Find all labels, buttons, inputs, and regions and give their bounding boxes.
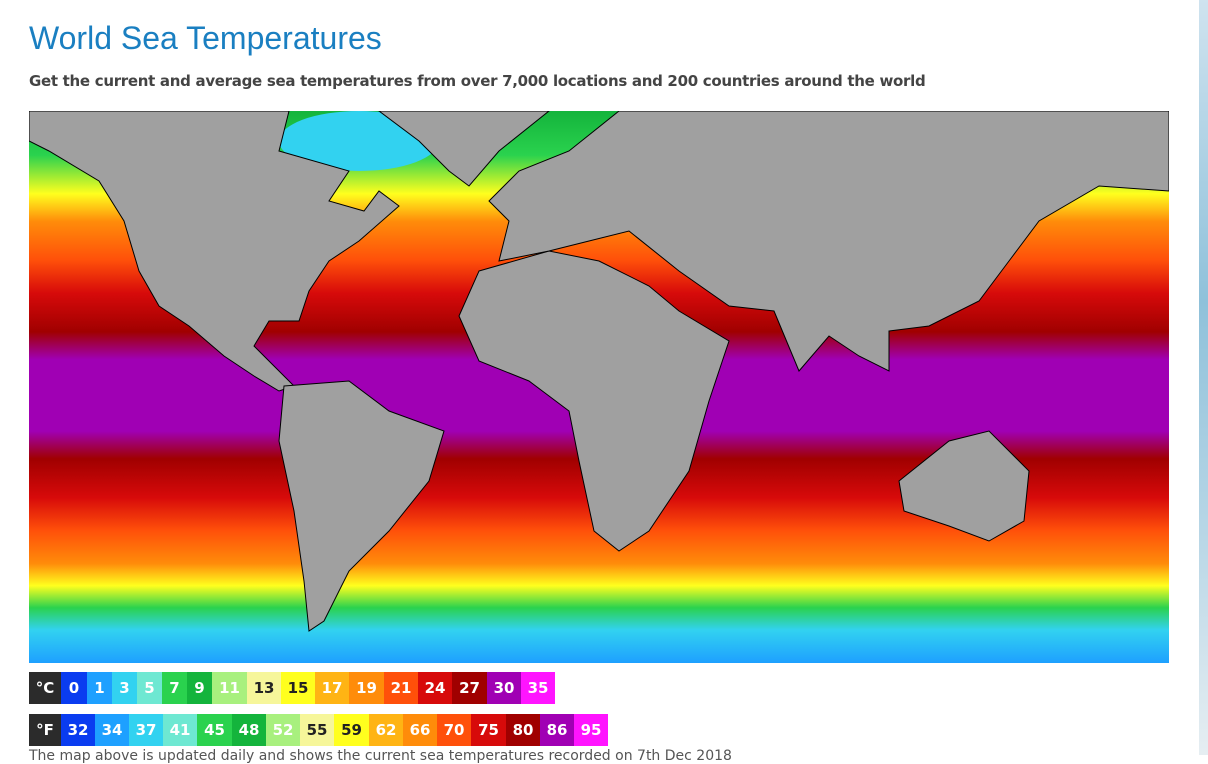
side-image (1199, 0, 1208, 755)
legend-cell: 9 (187, 672, 212, 704)
legend-cell: 13 (247, 672, 281, 704)
legend-cell: 27 (452, 672, 487, 704)
sea-temperature-map (29, 111, 1169, 663)
page-subtitle: Get the current and average sea temperat… (29, 72, 926, 90)
legend-cell: 15 (281, 672, 315, 704)
legend-cell: 5 (137, 672, 162, 704)
page-title: World Sea Temperatures (29, 20, 382, 56)
footnote: The map above is updated daily and shows… (29, 748, 732, 764)
legend-cell: 41 (163, 714, 197, 746)
eurasia (488, 111, 1169, 372)
legend-cell: 86 (540, 714, 574, 746)
africa (458, 250, 730, 552)
legend-cell: 37 (129, 714, 163, 746)
legend-cell: 55 (300, 714, 334, 746)
greenland (378, 111, 550, 187)
legend-cell: 80 (506, 714, 540, 746)
legend-unit: °F (29, 714, 61, 746)
legend-cell: 30 (487, 672, 521, 704)
legend-cell: 3 (112, 672, 137, 704)
legend-cell: 95 (574, 714, 608, 746)
legend-cell: 62 (369, 714, 403, 746)
legend-cell: 59 (334, 714, 369, 746)
legend-cell: 21 (384, 672, 418, 704)
legend-cell: 19 (349, 672, 384, 704)
legend-celsius: °C 0 1 3 5 7 9 11 13 15 17 19 21 24 27 30 35 (29, 672, 555, 704)
legend-cell: 17 (315, 672, 349, 704)
legend-cell: 70 (437, 714, 471, 746)
legend-cell: 52 (266, 714, 300, 746)
australia (898, 430, 1030, 542)
legend-cell: 35 (521, 672, 555, 704)
legend-cell: 66 (403, 714, 437, 746)
legend-cell: 75 (471, 714, 506, 746)
legend-unit: °C (29, 672, 61, 704)
legend-cell: 0 (61, 672, 87, 704)
legend-cell: 11 (212, 672, 247, 704)
south-america (278, 380, 445, 632)
legend-cell: 48 (232, 714, 266, 746)
legend-cell: 24 (418, 672, 452, 704)
north-america (29, 111, 400, 392)
legend-cell: 45 (197, 714, 232, 746)
legend-cell: 34 (95, 714, 129, 746)
legend-fahrenheit: °F 32 34 37 41 45 48 52 55 59 62 66 70 75 80 86 95 (29, 714, 608, 746)
legend-cell: 1 (87, 672, 112, 704)
legend-cell: 7 (162, 672, 187, 704)
legend-cell: 32 (61, 714, 95, 746)
